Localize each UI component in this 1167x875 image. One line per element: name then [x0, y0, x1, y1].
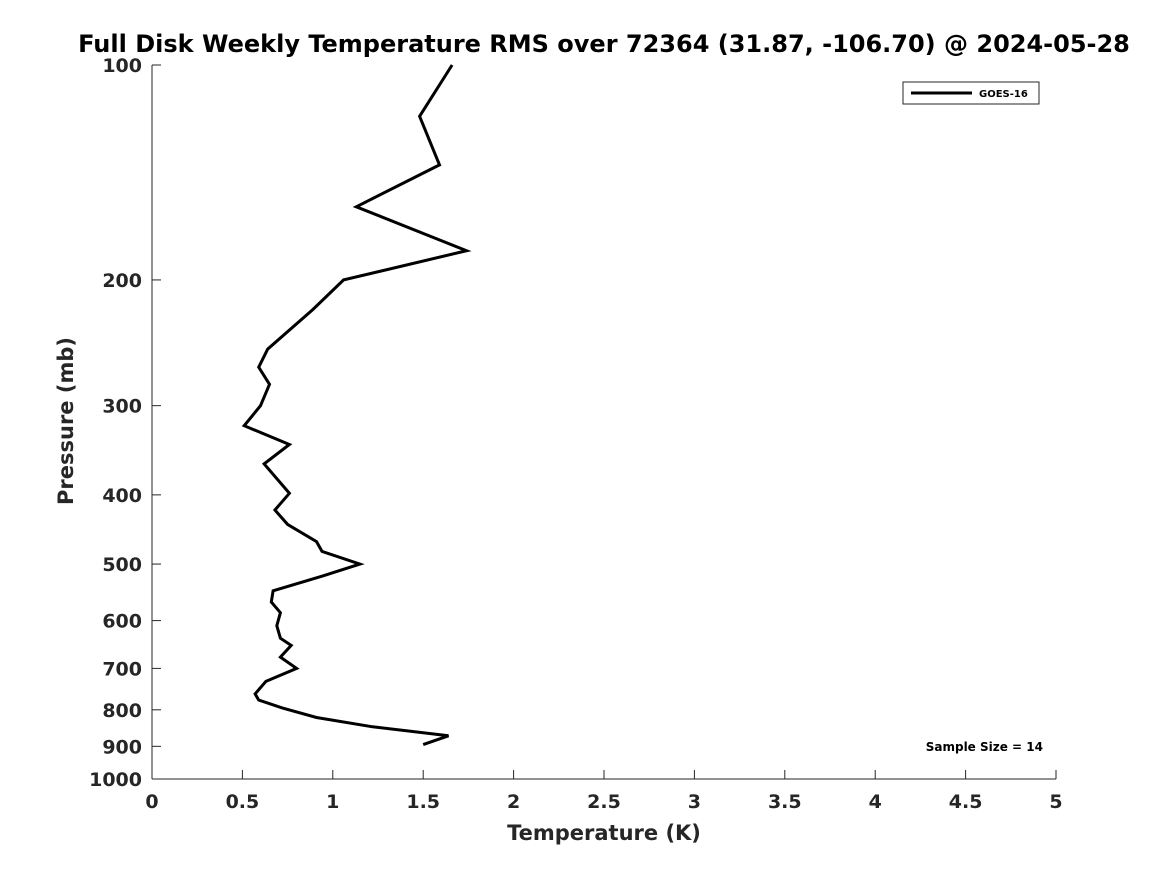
x-tick-label: 4	[869, 791, 882, 813]
sample-size-annotation: Sample Size = 14	[926, 740, 1043, 754]
x-axis-label: Temperature (K)	[507, 821, 701, 845]
x-axis-ticks: 0 0.5 1 1.5 2 2.5 3 3.5 4 4.5 5	[145, 770, 1063, 813]
y-tick-label: 800	[102, 700, 142, 722]
y-tick-label: 900	[102, 736, 142, 758]
x-tick-label: 3.5	[768, 791, 802, 813]
x-tick-label: 0	[145, 791, 158, 813]
x-tick-label: 0.5	[226, 791, 260, 813]
x-tick-label: 4.5	[949, 791, 983, 813]
x-tick-label: 1.5	[406, 791, 440, 813]
legend-label-goes-16: GOES-16	[979, 89, 1028, 100]
legend: GOES-16	[902, 81, 1040, 105]
x-tick-label: 3	[688, 791, 701, 813]
y-tick-label: 600	[102, 611, 142, 633]
y-tick-label: 300	[102, 396, 142, 418]
chart-title: Full Disk Weekly Temperature RMS over 72…	[78, 30, 1130, 58]
y-tick-label: 400	[102, 485, 142, 507]
y-tick-label: 100	[102, 55, 142, 77]
y-tick-label: 200	[102, 270, 142, 292]
x-tick-label: 2	[507, 791, 520, 813]
x-tick-label: 2.5	[587, 791, 621, 813]
y-tick-label: 700	[102, 658, 142, 680]
x-tick-label: 1	[326, 791, 339, 813]
y-axis-label: Pressure (mb)	[54, 337, 78, 505]
y-tick-label: 500	[102, 554, 142, 576]
y-tick-label: 1000	[89, 769, 142, 791]
y-axis-ticks: 100 200 300 400 500 600 700 800 900 1000	[89, 55, 161, 791]
series-line-goes-16	[241, 64, 472, 747]
x-tick-label: 5	[1049, 791, 1062, 813]
